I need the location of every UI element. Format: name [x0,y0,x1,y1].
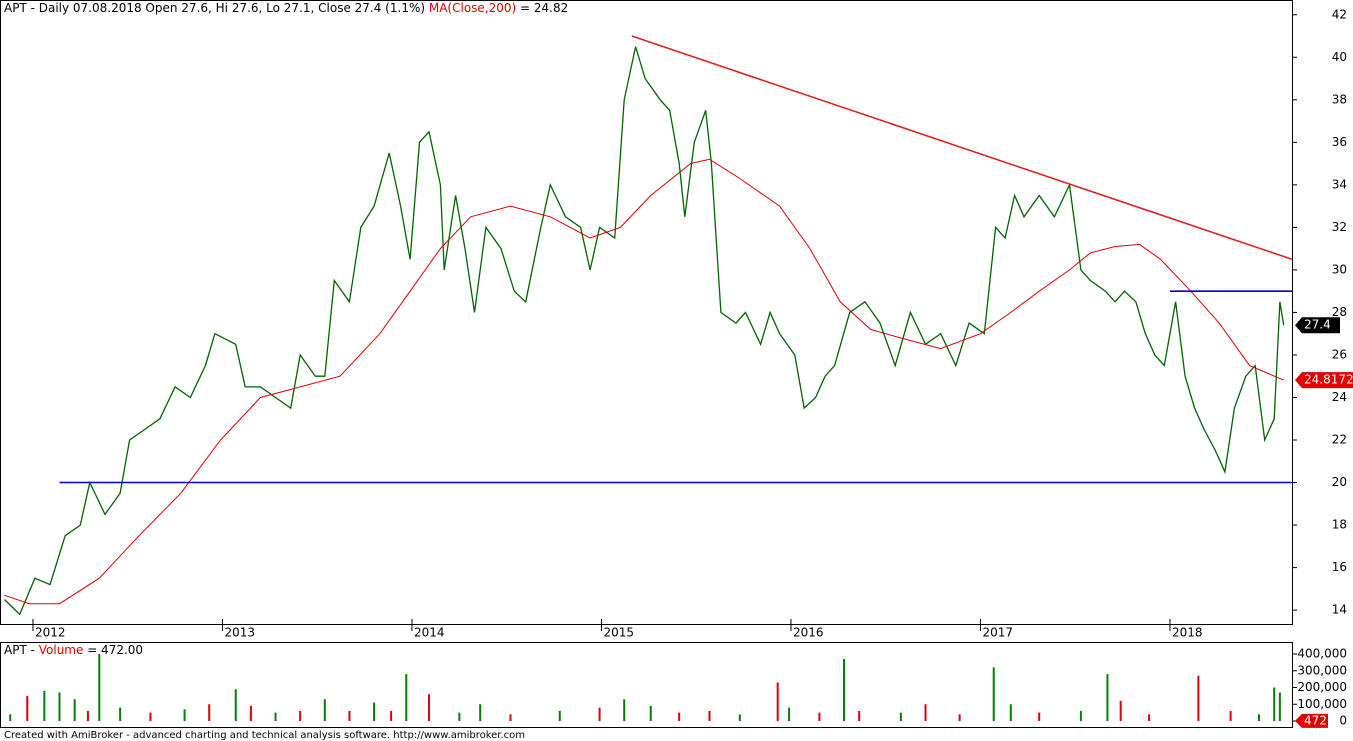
y-tick-label: 200,000 [1297,680,1347,694]
y-tick-label: 0 [1339,714,1347,728]
y-tick-label: 16 [1332,560,1347,574]
volume-bar [1079,710,1082,721]
volume-bar [1273,687,1276,721]
volume-bar [1106,674,1109,721]
x-tick-label: 2015 [603,626,634,640]
price-marker [1295,372,1353,389]
volume-bar [1119,700,1122,721]
volume-bar [649,705,652,721]
y-tick-label: 18 [1332,518,1347,532]
y-tick-label: 14 [1332,603,1347,617]
price-line [4,46,1285,616]
volume-bar [274,712,277,721]
volume-bar [98,654,101,721]
volume-bar [509,714,512,721]
volume-bar [899,712,902,721]
y-tick-label: 28 [1332,305,1347,319]
volume-bar [858,710,861,721]
volume-bar [249,705,252,721]
volume-bar [1258,714,1261,721]
volume-bar [26,695,29,721]
title-part: MA(Close,200) [429,1,516,15]
price-line [4,158,1284,605]
volume-bar [183,709,186,721]
chart-title: APT - Daily 07.08.2018 Open 27.6, Hi 27.… [4,1,568,15]
volume-bar [390,710,393,721]
title-part: = 472.00 [83,643,143,657]
y-tick-label: 20 [1332,475,1347,489]
volume-bar [299,710,302,721]
volume-bar [776,682,779,721]
y-tick-label: 32 [1332,220,1347,234]
volume-bar [479,704,482,721]
volume-bar [9,714,12,721]
chart-title: APT - Volume = 472.00 [4,643,143,657]
y-tick-label: 400,000 [1297,647,1347,661]
title-part: = 24.82 [516,1,568,15]
volume-bar [992,667,995,721]
volume-bar [405,674,408,721]
volume-bar [149,712,152,721]
volume-bar [1229,710,1232,721]
x-tick-label: 2012 [35,626,66,640]
x-tick-label: 2013 [224,626,255,640]
volume-bar [818,712,821,721]
volume-bar [43,690,46,721]
volume-bar [924,704,927,721]
y-tick-label: 300,000 [1297,663,1347,677]
y-tick-label: 34 [1332,177,1347,191]
volume-bar [738,714,741,721]
y-tick-label: 36 [1332,135,1347,149]
y-tick-label: 40 [1332,50,1347,64]
y-tick-label: 100,000 [1297,697,1347,711]
volume-bar [119,707,122,721]
volume-bar [958,714,961,721]
volume-bar [348,710,351,721]
x-tick-label: 2018 [1172,626,1203,640]
volume-bar [678,712,681,721]
volume-bar [1148,714,1151,721]
volume-bar [1197,675,1200,721]
volume-bar [623,699,626,721]
y-tick-label: 30 [1332,262,1347,276]
volume-bar [1009,704,1012,721]
price-marker [1295,317,1340,334]
volume-panel [0,642,1293,728]
volume-bar [458,712,461,721]
title-part: APT - [4,643,39,657]
volume-marker-label: 472 [1304,713,1327,727]
volume-bar [86,710,89,721]
volume-bar [1278,692,1281,721]
volume-bar [598,707,601,721]
y-tick-label: 24 [1332,390,1347,404]
volume-bar [73,699,76,721]
x-tick-label: 2016 [793,626,824,640]
y-tick-label: 26 [1332,347,1347,361]
trend-line [631,35,1293,261]
volume-bar [373,702,376,721]
x-tick-label: 2014 [414,626,445,640]
y-tick-label: 42 [1332,7,1347,21]
title-part: Volume [39,643,84,657]
volume-bar [558,710,561,721]
volume-bar [234,689,237,721]
volume-bar [843,659,846,721]
volume-bar [1038,712,1041,721]
y-tick-label: 22 [1332,433,1347,447]
volume-bar [323,699,326,721]
title-part: APT - Daily 07.08.2018 Open 27.6, Hi 27.… [4,1,429,15]
volume-bar [58,692,61,721]
volume-bar [708,710,711,721]
footer: Created with AmiBroker - advanced charti… [4,730,525,741]
price-marker-label: 27.4 [1304,318,1331,332]
volume-bar [788,707,791,721]
volume-marker [1295,713,1328,728]
price-marker-label: 24.8172 [1304,373,1353,387]
volume-bar [428,694,431,721]
y-tick-label: 38 [1332,92,1347,106]
volume-bar [208,704,211,721]
x-tick-label: 2017 [982,626,1013,640]
